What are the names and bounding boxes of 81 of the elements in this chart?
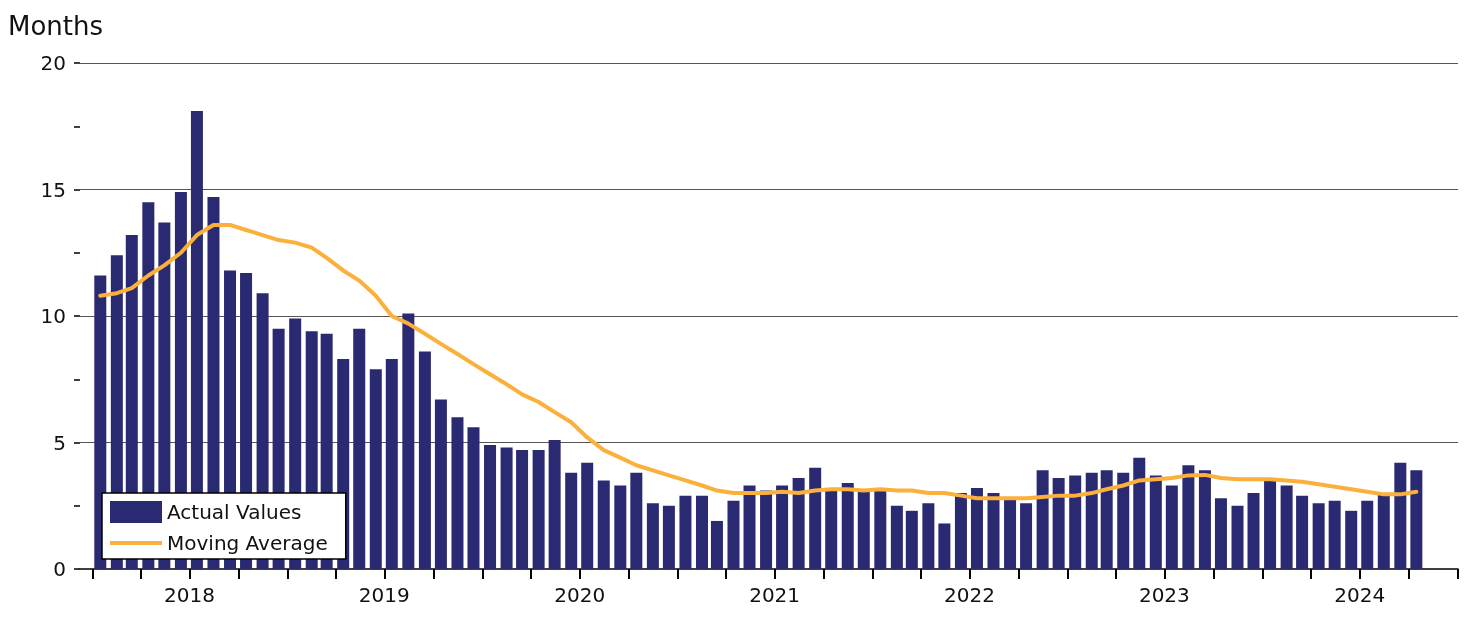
bar bbox=[500, 447, 513, 569]
bar bbox=[1149, 475, 1162, 569]
bar bbox=[1394, 462, 1407, 569]
bar bbox=[662, 505, 675, 569]
x-tick-label: 2018 bbox=[164, 583, 215, 607]
bar bbox=[1085, 472, 1098, 569]
bar bbox=[792, 477, 805, 569]
bar bbox=[1296, 495, 1309, 569]
bar bbox=[1361, 500, 1374, 569]
y-tick-label: 15 bbox=[40, 177, 66, 202]
bar bbox=[1182, 465, 1195, 569]
bar bbox=[1133, 457, 1146, 569]
bar bbox=[1020, 503, 1033, 569]
x-tick-label: 2019 bbox=[358, 583, 410, 607]
bar bbox=[710, 520, 723, 569]
bar bbox=[954, 493, 967, 569]
legend-label: Moving Average bbox=[167, 531, 328, 555]
bar bbox=[825, 490, 838, 569]
bar bbox=[1345, 510, 1358, 569]
y-tick-label: 0 bbox=[53, 557, 66, 581]
bar bbox=[922, 503, 935, 569]
bar bbox=[516, 450, 529, 569]
bar bbox=[614, 485, 627, 569]
bar bbox=[938, 523, 951, 569]
x-tick-label: 2021 bbox=[749, 583, 801, 607]
bar bbox=[841, 482, 854, 569]
bar bbox=[987, 493, 1000, 569]
bar bbox=[1214, 498, 1227, 569]
bar bbox=[467, 427, 480, 569]
bar bbox=[1069, 475, 1082, 569]
bar bbox=[630, 472, 643, 569]
bar bbox=[696, 495, 708, 569]
bar bbox=[1004, 498, 1017, 569]
bar bbox=[369, 369, 382, 569]
bar bbox=[1100, 470, 1113, 569]
x-tick-label: 2023 bbox=[1138, 583, 1190, 607]
bar bbox=[1247, 493, 1260, 569]
y-axis-title: Months bbox=[8, 11, 104, 41]
bar bbox=[581, 462, 594, 569]
y-tick-label: 20 bbox=[40, 51, 66, 75]
bar bbox=[857, 490, 870, 569]
bar bbox=[1052, 477, 1065, 569]
bar bbox=[679, 495, 692, 569]
bar bbox=[1198, 470, 1211, 569]
bar bbox=[874, 490, 887, 569]
bar bbox=[1036, 470, 1049, 569]
bar bbox=[418, 351, 431, 569]
bar bbox=[532, 450, 545, 569]
bar bbox=[1312, 503, 1325, 569]
bar bbox=[1410, 470, 1423, 569]
bar bbox=[1231, 505, 1244, 569]
bar bbox=[353, 328, 366, 569]
x-tick-label: 2024 bbox=[1334, 583, 1386, 607]
bar bbox=[890, 505, 903, 569]
bar bbox=[776, 485, 789, 569]
bar bbox=[565, 472, 578, 569]
bar bbox=[385, 359, 398, 569]
line-series bbox=[98, 222, 1419, 501]
bar bbox=[809, 467, 822, 569]
bar bbox=[484, 445, 497, 569]
bar bbox=[646, 503, 659, 569]
x-tick-label: 2020 bbox=[554, 583, 606, 607]
x-tick-label: 2022 bbox=[944, 583, 995, 607]
bar bbox=[1264, 480, 1277, 569]
y-tick-label: 5 bbox=[53, 430, 66, 455]
y-tick-label: 10 bbox=[40, 304, 66, 328]
bar bbox=[1165, 485, 1178, 569]
bar bbox=[402, 313, 415, 569]
bar bbox=[434, 399, 447, 569]
bar bbox=[1280, 485, 1293, 569]
bar bbox=[1117, 472, 1130, 569]
bar bbox=[548, 439, 561, 569]
legend-label: Actual Values bbox=[167, 500, 302, 524]
bar bbox=[970, 488, 983, 569]
bar bbox=[597, 480, 610, 569]
bar bbox=[1377, 493, 1390, 569]
bar bbox=[905, 510, 918, 569]
bar bbox=[743, 485, 756, 569]
bar bbox=[451, 417, 464, 569]
bar bbox=[727, 500, 740, 569]
bar bbox=[1328, 500, 1341, 569]
